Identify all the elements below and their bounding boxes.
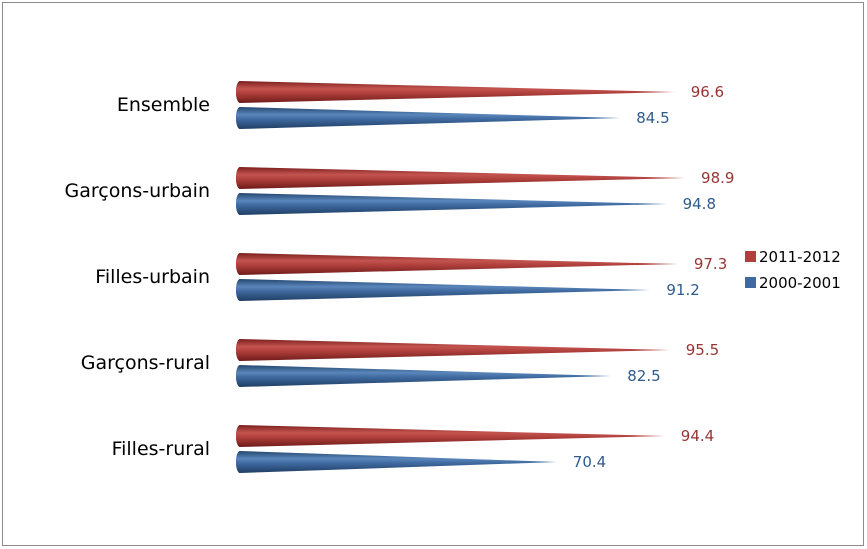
data-label: 98.9 xyxy=(701,169,734,187)
category-label: Garçons-urbain xyxy=(64,180,210,202)
bar-2011-2012 xyxy=(236,339,670,361)
data-label: 97.3 xyxy=(694,255,727,273)
data-label: 94.8 xyxy=(683,195,716,213)
data-label: 82.5 xyxy=(627,367,660,385)
category-label: Garçons-rural xyxy=(81,352,210,374)
category-label: Ensemble xyxy=(117,94,210,116)
bar-base xyxy=(236,339,244,361)
category-labels: Ensemble Garçons-urbain Filles-urbain Garço… xyxy=(64,94,210,460)
bar-2000-2001 xyxy=(236,365,612,387)
bar-2011-2012 xyxy=(236,167,686,189)
bar-base xyxy=(236,253,244,275)
bar-2000-2001 xyxy=(236,451,557,473)
data-label: 95.5 xyxy=(686,341,719,359)
bar-base xyxy=(236,279,244,301)
bar-base xyxy=(236,193,244,215)
bars xyxy=(236,81,686,473)
bar-base xyxy=(236,167,244,189)
legend-label: 2000-2001 xyxy=(759,274,841,292)
legend: 2011-2012 2000-2001 xyxy=(745,248,841,292)
bar-2011-2012 xyxy=(236,253,678,275)
legend-swatch xyxy=(745,251,756,262)
bar-base xyxy=(236,425,244,447)
category-label: Filles-rural xyxy=(112,438,210,460)
data-label: 96.6 xyxy=(691,83,724,101)
category-label: Filles-urbain xyxy=(95,266,210,288)
legend-label: 2011-2012 xyxy=(759,248,841,266)
bar-base xyxy=(236,81,244,103)
bar-2011-2012 xyxy=(236,425,665,447)
bar-2000-2001 xyxy=(236,193,667,215)
data-labels: 96.6 84.5 98.9 94.8 97.3 91.2 95.5 82.5 94.4 70.4 xyxy=(573,83,735,471)
legend-swatch xyxy=(745,277,756,288)
bar-base xyxy=(236,451,244,473)
bar-base xyxy=(236,365,244,387)
data-label: 91.2 xyxy=(666,281,699,299)
bar-2011-2012 xyxy=(236,81,675,103)
data-label: 94.4 xyxy=(681,427,714,445)
bar-2000-2001 xyxy=(236,279,651,301)
data-label: 84.5 xyxy=(636,109,669,127)
bar-base xyxy=(236,107,244,129)
bar-2000-2001 xyxy=(236,107,621,129)
data-label: 70.4 xyxy=(573,453,606,471)
